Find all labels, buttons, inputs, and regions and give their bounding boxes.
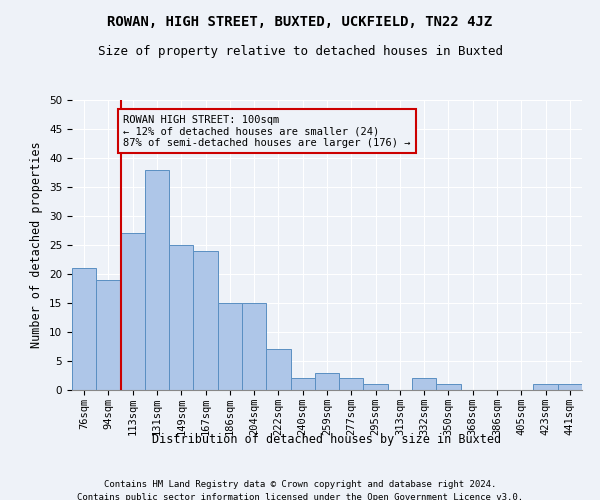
Bar	[218, 303, 242, 390]
Bar	[533, 384, 558, 390]
Bar	[315, 372, 339, 390]
Bar	[412, 378, 436, 390]
Bar	[558, 384, 582, 390]
Bar	[290, 378, 315, 390]
Bar	[72, 268, 96, 390]
Bar	[242, 303, 266, 390]
Bar	[193, 251, 218, 390]
Text: ROWAN HIGH STREET: 100sqm
← 12% of detached houses are smaller (24)
87% of semi-: ROWAN HIGH STREET: 100sqm ← 12% of detac…	[123, 114, 410, 148]
Bar	[121, 234, 145, 390]
Y-axis label: Number of detached properties: Number of detached properties	[31, 142, 43, 348]
Bar	[436, 384, 461, 390]
Bar	[145, 170, 169, 390]
Bar	[169, 245, 193, 390]
Bar	[339, 378, 364, 390]
Text: Distribution of detached houses by size in Buxted: Distribution of detached houses by size …	[152, 432, 502, 446]
Text: Contains HM Land Registry data © Crown copyright and database right 2024.
Contai: Contains HM Land Registry data © Crown c…	[77, 480, 523, 500]
Bar	[96, 280, 121, 390]
Text: Size of property relative to detached houses in Buxted: Size of property relative to detached ho…	[97, 45, 503, 58]
Bar	[364, 384, 388, 390]
Bar	[266, 350, 290, 390]
Text: ROWAN, HIGH STREET, BUXTED, UCKFIELD, TN22 4JZ: ROWAN, HIGH STREET, BUXTED, UCKFIELD, TN…	[107, 15, 493, 29]
